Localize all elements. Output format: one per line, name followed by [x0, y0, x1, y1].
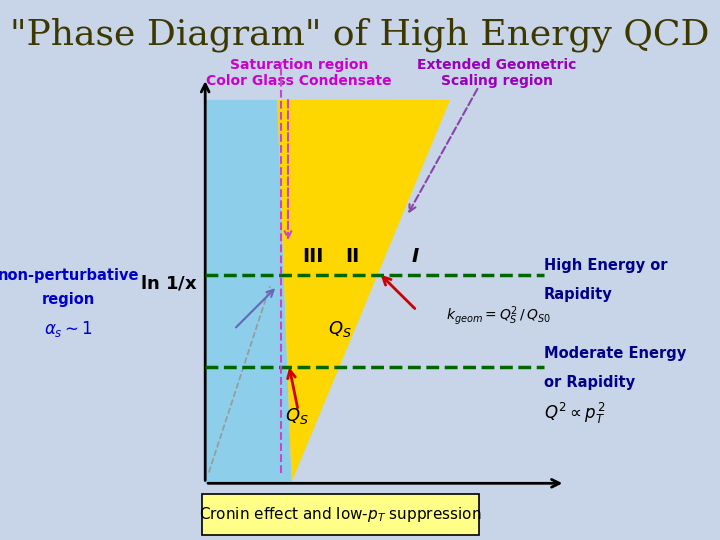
Polygon shape: [205, 100, 292, 483]
Text: Moderate Energy: Moderate Energy: [544, 346, 686, 361]
Polygon shape: [284, 100, 529, 482]
Text: or Rapidity: or Rapidity: [544, 375, 635, 390]
Text: Rapidity: Rapidity: [544, 287, 612, 302]
Text: $\alpha_s \sim 1$: $\alpha_s \sim 1$: [44, 319, 93, 340]
Text: Saturation region: Saturation region: [230, 58, 368, 72]
Text: II: II: [346, 247, 360, 266]
Text: III: III: [302, 247, 324, 266]
Text: Scaling region: Scaling region: [441, 74, 553, 88]
Text: $Q^2 \propto p_T^{\,2}$: $Q^2 \propto p_T^{\,2}$: [544, 401, 606, 426]
Text: High Energy or: High Energy or: [544, 258, 667, 273]
Text: Extended Geometric: Extended Geometric: [417, 58, 577, 72]
Text: $Q_S$: $Q_S$: [328, 319, 352, 340]
Text: Cronin effect and low-$p_T$ suppression: Cronin effect and low-$p_T$ suppression: [199, 505, 482, 524]
Text: I: I: [412, 247, 419, 266]
Text: Color Glass Condensate: Color Glass Condensate: [206, 74, 392, 88]
Text: ln $\mathbf{1/x}$: ln $\mathbf{1/x}$: [140, 274, 198, 293]
Polygon shape: [277, 100, 450, 482]
Text: region: region: [42, 292, 95, 307]
Text: $Q_S$: $Q_S$: [285, 406, 310, 426]
Text: non-perturbative: non-perturbative: [0, 268, 139, 283]
Text: "Phase Diagram" of High Energy QCD: "Phase Diagram" of High Energy QCD: [10, 18, 710, 52]
Text: $k_{geom} = Q_S^2 \, / \, Q_{S0}$: $k_{geom} = Q_S^2 \, / \, Q_{S0}$: [446, 305, 552, 327]
FancyBboxPatch shape: [202, 494, 479, 535]
